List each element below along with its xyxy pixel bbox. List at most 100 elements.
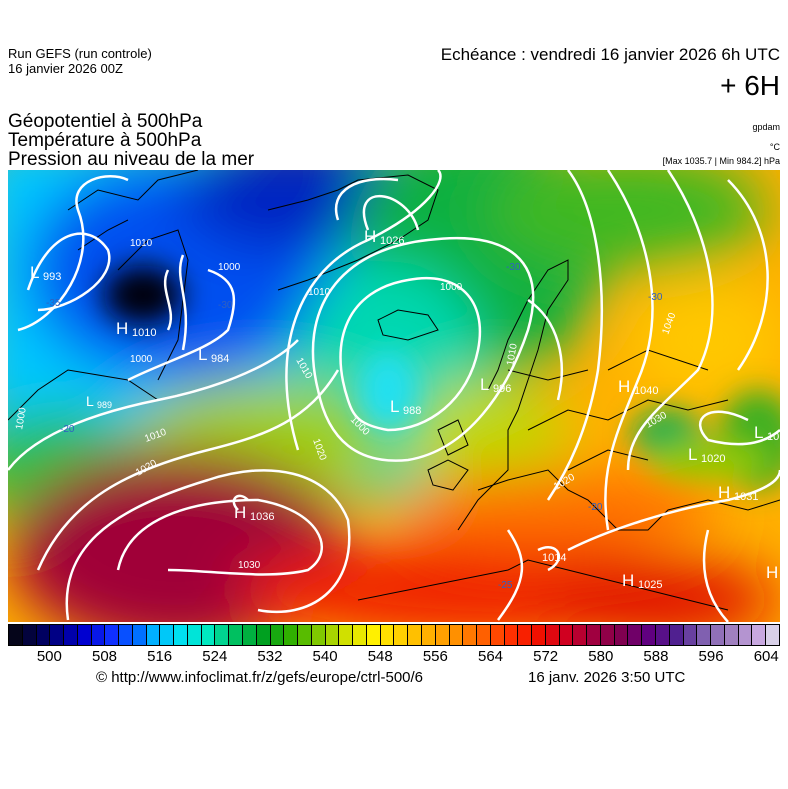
svg-text:-30: -30 xyxy=(648,292,663,303)
weather-map[interactable]: L 993 H 1010 L 984 L 989 H 1026 L 988 L 996 H 10… xyxy=(8,170,780,622)
high-center-label: H 1040 xyxy=(618,377,658,397)
low-center-label: L 989 xyxy=(86,393,112,410)
colorbar-cell xyxy=(325,625,340,645)
svg-text:H: H xyxy=(718,483,730,502)
colorbar-tick-label: 580 xyxy=(588,648,614,665)
svg-text:H: H xyxy=(116,319,128,338)
high-center-label: H 1026 xyxy=(364,227,404,247)
high-center-label: H 1010 xyxy=(116,319,156,339)
colorbar-cell xyxy=(449,625,464,645)
colorbar-cell xyxy=(105,625,120,645)
svg-text:1014: 1014 xyxy=(542,552,566,564)
colorbar-cell xyxy=(421,625,436,645)
svg-text:L: L xyxy=(198,345,207,364)
forecast-valid-time: Echéance : vendredi 16 janvier 2026 6h U… xyxy=(440,45,780,64)
title-pressure: Pression au niveau de la mer xyxy=(8,149,255,170)
svg-text:L: L xyxy=(688,445,697,464)
svg-text:-30: -30 xyxy=(218,300,233,311)
svg-text:1010: 1010 xyxy=(132,327,156,339)
colorbar-tick-label: 548 xyxy=(367,648,393,665)
svg-text:996: 996 xyxy=(493,383,511,395)
copyright-url[interactable]: © http://www.infoclimat.fr/z/gefs/europe… xyxy=(96,669,424,686)
colorbar-tick-label: 588 xyxy=(643,648,669,665)
colorbar-cell xyxy=(683,625,698,645)
colorbar-cell xyxy=(229,625,244,645)
colorbar-tick-label: 524 xyxy=(202,648,228,665)
svg-text:-20: -20 xyxy=(60,424,75,435)
pressure-center-labels: L 993 H 1010 L 984 L 989 H 1026 L 988 L 996 H 10… xyxy=(30,227,779,591)
colorbar-cell xyxy=(600,625,615,645)
colorbar-cell xyxy=(201,625,216,645)
colorbar-cell xyxy=(9,625,23,645)
svg-text:1000: 1000 xyxy=(440,282,463,293)
colorbar-ticks: 500 508 516 524 532 540 548 556 564 572 580 588 596 6… xyxy=(0,648,788,666)
colorbar-tick-label: 556 xyxy=(422,648,448,665)
colorbar-cell xyxy=(518,625,533,645)
colorbar-tick-label: 572 xyxy=(533,648,559,665)
svg-text:L: L xyxy=(480,375,489,394)
svg-text:1000: 1000 xyxy=(130,354,153,365)
svg-text:H: H xyxy=(766,563,778,582)
svg-text:988: 988 xyxy=(403,405,421,417)
colorbar-cell xyxy=(270,625,285,645)
svg-text:H: H xyxy=(622,571,634,590)
svg-text:1026: 1026 xyxy=(380,235,404,247)
colorbar xyxy=(8,624,780,646)
svg-text:1000: 1000 xyxy=(218,262,241,273)
colorbar-cell xyxy=(132,625,147,645)
colorbar-cell xyxy=(91,625,106,645)
svg-text:1031: 1031 xyxy=(734,491,758,503)
colorbar-cell xyxy=(366,625,381,645)
title-temperature: Température à 500hPa xyxy=(8,130,202,151)
colorbar-cell xyxy=(146,625,161,645)
colorbar-cell xyxy=(380,625,395,645)
colorbar-cell xyxy=(435,625,450,645)
colorbar-tick-label: 508 xyxy=(91,648,118,665)
colorbar-cell xyxy=(559,625,574,645)
colorbar-cell xyxy=(339,625,354,645)
low-center-label: L 996 xyxy=(480,375,511,395)
colorbar-cell xyxy=(64,625,78,645)
pressure-range: [Max 1035.7 | Min 984.2] hPa xyxy=(662,156,780,166)
colorbar-cell xyxy=(711,625,725,645)
colorbar-cell xyxy=(504,625,519,645)
svg-text:993: 993 xyxy=(43,271,61,283)
low-center-label: L 988 xyxy=(390,397,421,417)
colorbar-cell xyxy=(738,625,753,645)
colorbar-tick-label: 596 xyxy=(698,648,724,665)
colorbar-cell xyxy=(477,625,491,645)
colorbar-cell xyxy=(77,625,92,645)
svg-text:1000: 1000 xyxy=(14,406,29,430)
colorbar-cell xyxy=(50,625,65,645)
colorbar-cell xyxy=(174,625,188,645)
unit-geopotential: gpdam xyxy=(752,122,780,132)
colorbar-tick-label: 564 xyxy=(477,648,504,665)
forecast-lead-time: + 6H xyxy=(720,70,780,101)
svg-text:-30: -30 xyxy=(506,262,521,273)
colorbar-cell xyxy=(752,625,767,645)
colorbar-cell xyxy=(766,625,779,645)
high-center-label: H 1031 xyxy=(718,483,758,503)
colorbar-cell xyxy=(573,625,588,645)
colorbar-cell xyxy=(408,625,422,645)
colorbar-tick-label: 532 xyxy=(257,648,283,665)
svg-text:1036: 1036 xyxy=(250,511,274,523)
center-label: 1014 xyxy=(542,552,566,564)
colorbar-cell xyxy=(243,625,257,645)
colorbar-cell xyxy=(614,625,629,645)
colorbar-cell xyxy=(22,625,37,645)
run-label: Run GEFS (run controle) xyxy=(8,46,152,61)
colorbar-cell xyxy=(532,625,546,645)
svg-text:1010: 1010 xyxy=(130,238,153,249)
colorbar-cell xyxy=(642,625,656,645)
colorbar-tick-label: 516 xyxy=(147,648,173,665)
colorbar-cell xyxy=(697,625,712,645)
svg-text:1020: 1020 xyxy=(701,453,725,465)
colorbar-cell xyxy=(545,625,560,645)
svg-text:1030: 1030 xyxy=(238,560,261,571)
low-center-label: L 10 xyxy=(754,423,779,443)
colorbar-cell xyxy=(724,625,739,645)
isobars xyxy=(8,170,780,622)
svg-text:1040: 1040 xyxy=(634,385,658,397)
svg-text:H: H xyxy=(364,227,376,246)
